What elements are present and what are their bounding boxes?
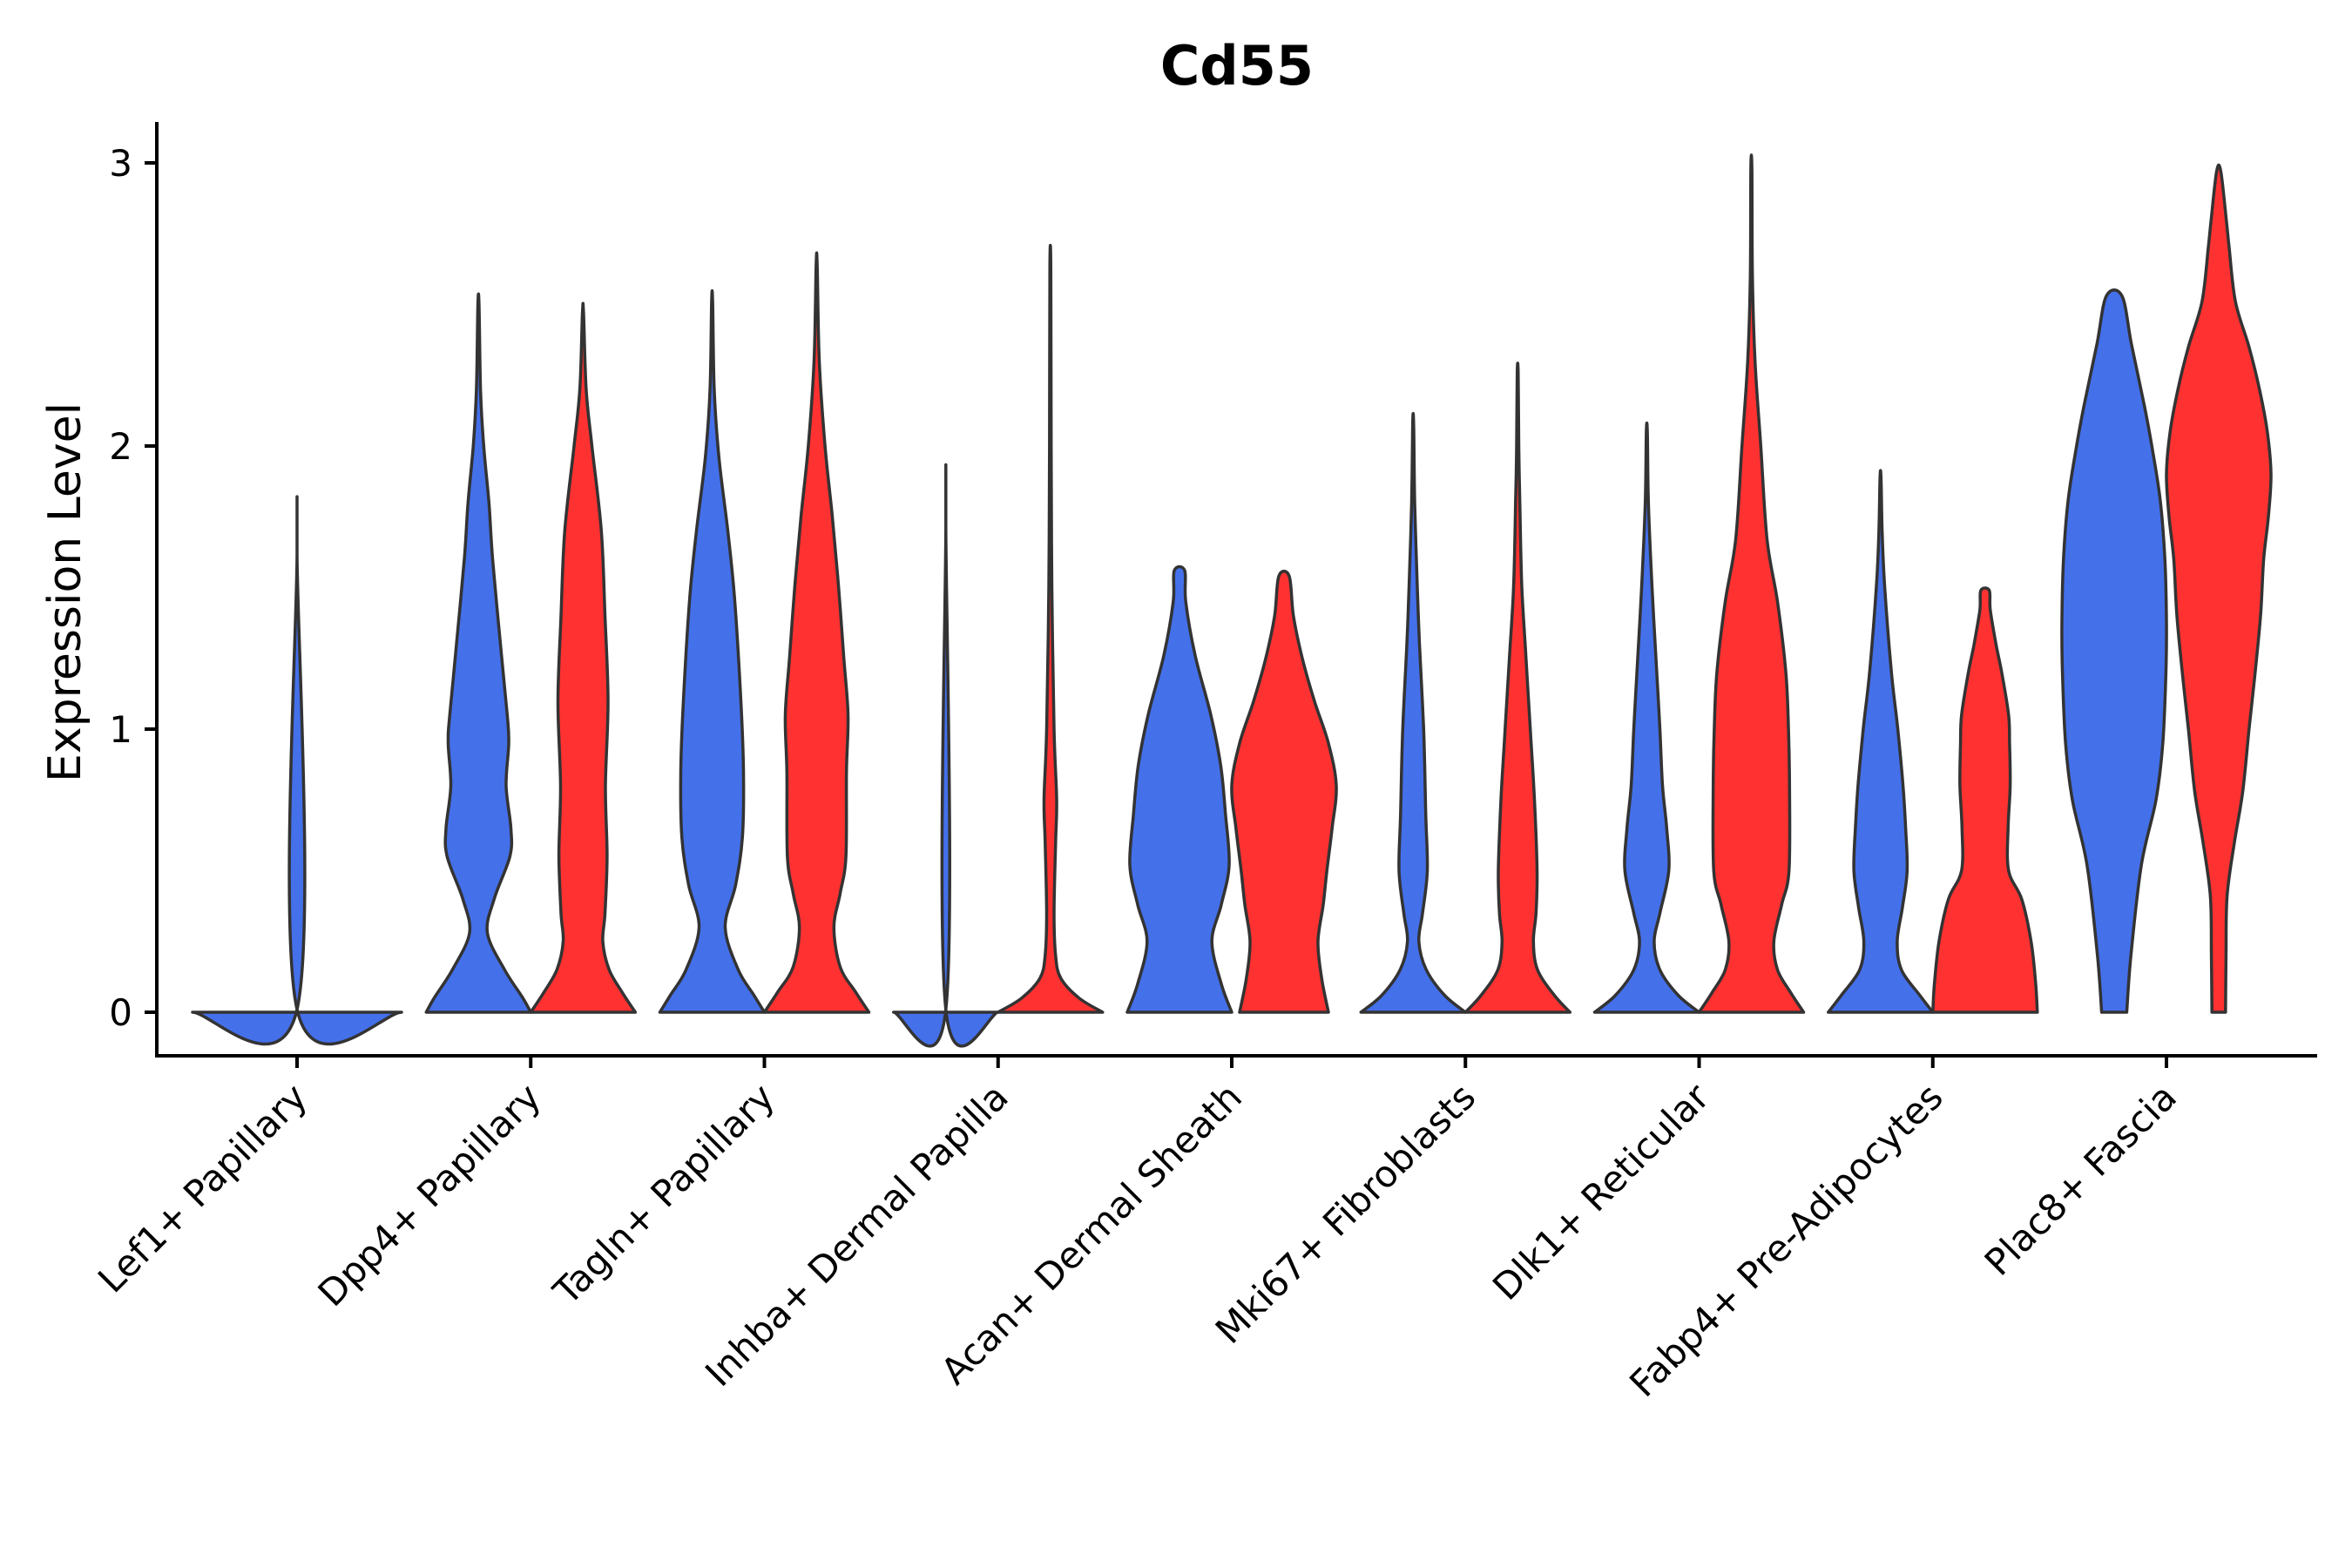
violin-red-9 [2165, 163, 2273, 1014]
y-ticks: 0 1 2 3 [109, 142, 157, 1034]
violin-red-2 [529, 301, 638, 1014]
violin-blue-1 [191, 495, 403, 1046]
x-tick-label: Dpp4+ Papillary [310, 1075, 550, 1315]
y-tick-label: 2 [109, 425, 132, 468]
violin-blue-8 [1827, 469, 1935, 1014]
violin-red-7 [1697, 153, 1806, 1014]
y-tick-label: 3 [109, 142, 132, 185]
violins-layer [191, 153, 2273, 1048]
x-tick-label: Lef1+ Papillary [90, 1075, 315, 1301]
violin-blue-6 [1359, 411, 1468, 1014]
x-tick-label: Dlk1+ Reticular [1484, 1075, 1718, 1308]
y-tick-label: 1 [109, 708, 132, 751]
violin-red-8 [1931, 586, 2039, 1014]
chart-title: Cd55 [1160, 34, 1314, 98]
y-axis-title: Expression Level [39, 402, 91, 782]
violin-blue-4 [892, 463, 1000, 1048]
violin-red-3 [762, 251, 871, 1014]
y-tick-label: 0 [109, 991, 132, 1034]
violin-blue-9 [2060, 288, 2168, 1014]
x-tick-label: Tagln+ Papillary [544, 1075, 782, 1313]
x-tick-label: Plac8+ Fascia [1977, 1075, 2185, 1283]
violin-blue-5 [1125, 564, 1233, 1014]
violin-red-6 [1463, 362, 1572, 1014]
violin-red-4 [997, 244, 1105, 1014]
violin-blue-7 [1592, 421, 1701, 1014]
x-tick-label: Mki67+ Fibroblasts [1207, 1075, 1484, 1351]
violin-blue-2 [424, 292, 533, 1014]
violin-red-5 [1230, 570, 1338, 1014]
violin-blue-3 [658, 288, 767, 1014]
